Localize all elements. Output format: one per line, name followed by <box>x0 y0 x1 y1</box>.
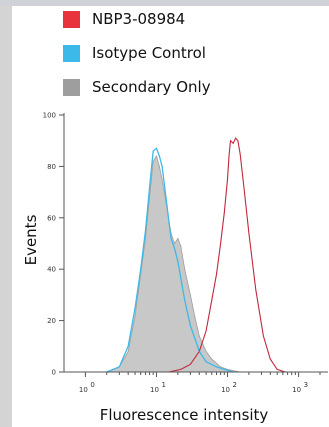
data-point-s1-7 <box>220 242 222 245</box>
data-point-s1-19 <box>262 335 264 337</box>
data-point-s2-11 <box>166 204 168 206</box>
data-point-s3-23 <box>226 368 229 370</box>
data-point-s2-17 <box>198 350 200 352</box>
data-point-s1-2 <box>189 363 191 365</box>
data-point-s3-15 <box>180 245 182 247</box>
legend-swatch-series-1 <box>63 11 80 28</box>
data-point-s1-18 <box>255 289 257 291</box>
data-point-s1-13 <box>235 137 237 139</box>
legend-swatch-series-3 <box>63 79 80 96</box>
y-tick-label-40: 40 <box>47 266 56 274</box>
data-point-s3-5 <box>144 237 147 239</box>
legend: NBP3-08984 Isotype Control Secondary Onl… <box>63 10 211 96</box>
data-point-s3-19 <box>198 335 200 337</box>
x-tick-exponent-0: 0 <box>90 381 94 389</box>
data-point-s2-19 <box>215 366 218 368</box>
data-point-s1-12 <box>232 142 234 144</box>
data-point-s2-3 <box>134 307 136 309</box>
x-tick-label-2: 10 <box>221 386 230 394</box>
data-point-s1-15 <box>239 153 241 155</box>
data-point-s3-7 <box>152 160 154 162</box>
legend-swatch-series-2 <box>63 45 80 62</box>
data-point-s3-2 <box>127 350 129 352</box>
data-point-s3-9 <box>158 165 160 167</box>
x-tick-exponent-1: 1 <box>161 381 165 389</box>
data-point-s1-17 <box>248 232 250 234</box>
data-point-s1-8 <box>223 212 225 214</box>
data-point-s2-20 <box>223 368 225 370</box>
data-point-s3-11 <box>166 206 168 209</box>
top-strip <box>0 0 329 6</box>
data-point-s1-9 <box>226 178 229 180</box>
data-point-s2-14 <box>177 260 179 263</box>
data-point-s3-12 <box>170 232 172 234</box>
data-point-s1-16 <box>243 186 245 188</box>
data-point-s3-17 <box>189 294 191 296</box>
data-point-s2-2 <box>127 345 129 347</box>
data-point-s2-4 <box>140 268 142 270</box>
series-isotype-control-line <box>106 147 234 373</box>
data-point-s1-11 <box>229 140 232 142</box>
data-point-s2-6 <box>149 186 151 188</box>
data-point-s1-1 <box>180 368 182 370</box>
data-point-s2-18 <box>205 361 207 363</box>
data-point-s1-21 <box>276 368 278 370</box>
y-tick-label-100: 100 <box>43 112 56 120</box>
data-point-s2-9 <box>158 155 160 157</box>
data-point-s3-1 <box>118 366 120 368</box>
y-tick-label-20: 20 <box>47 317 56 325</box>
data-point-s3-21 <box>211 358 213 360</box>
y-axis-title: Events <box>22 214 40 265</box>
data-point-s3-6 <box>149 196 151 198</box>
y-axis-ticks: 0 20 40 60 80 100 <box>43 112 64 377</box>
legend-label-series-3: Secondary Only <box>92 78 211 96</box>
data-point-s3-16 <box>184 268 186 270</box>
y-tick-label-60: 60 <box>47 214 56 222</box>
data-point-s3-10 <box>161 178 163 180</box>
x-tick-label-1: 10 <box>150 386 159 394</box>
data-point-s3-4 <box>140 273 142 275</box>
series-secondary-only-area <box>106 155 241 373</box>
data-point-s2-16 <box>189 325 191 327</box>
legend-label-series-1: NBP3-08984 <box>92 10 185 28</box>
data-point-s2-15 <box>184 299 186 301</box>
data-point-s2-12 <box>170 237 172 239</box>
y-tick-label-80: 80 <box>47 163 56 171</box>
legend-label-series-2: Isotype Control <box>92 44 206 62</box>
data-point-s2-10 <box>161 165 163 167</box>
data-point-s1-10 <box>228 155 230 157</box>
left-border <box>0 0 12 427</box>
x-axis-ticks: 100101102103104 <box>79 372 321 394</box>
data-point-s2-7 <box>152 150 154 152</box>
data-point-s2-5 <box>144 230 147 232</box>
data-point-s3-20 <box>205 350 207 352</box>
data-point-s1-14 <box>237 140 239 142</box>
data-point-s2-8 <box>155 147 158 149</box>
x-tick-label-0: 10 <box>79 386 88 394</box>
data-point-s3-13 <box>174 242 176 245</box>
y-tick-label-0: 0 <box>52 369 56 377</box>
x-tick-label-3: 10 <box>292 386 301 394</box>
x-axis-title: Fluorescence intensity <box>100 406 269 424</box>
x-tick-exponent-3: 3 <box>304 381 308 389</box>
data-point-s3-18 <box>194 317 196 319</box>
data-point-s3-3 <box>134 314 136 317</box>
data-point-s1-6 <box>215 273 218 275</box>
data-point-s3-8 <box>155 155 158 157</box>
x-tick-exponent-2: 2 <box>233 381 237 389</box>
data-point-s3-14 <box>177 237 179 239</box>
data-point-s1-5 <box>211 299 213 301</box>
data-point-s1-20 <box>269 358 271 360</box>
data-point-s2-13 <box>174 248 176 250</box>
data-point-s3-22 <box>220 366 222 368</box>
data-point-s1-4 <box>205 330 207 332</box>
